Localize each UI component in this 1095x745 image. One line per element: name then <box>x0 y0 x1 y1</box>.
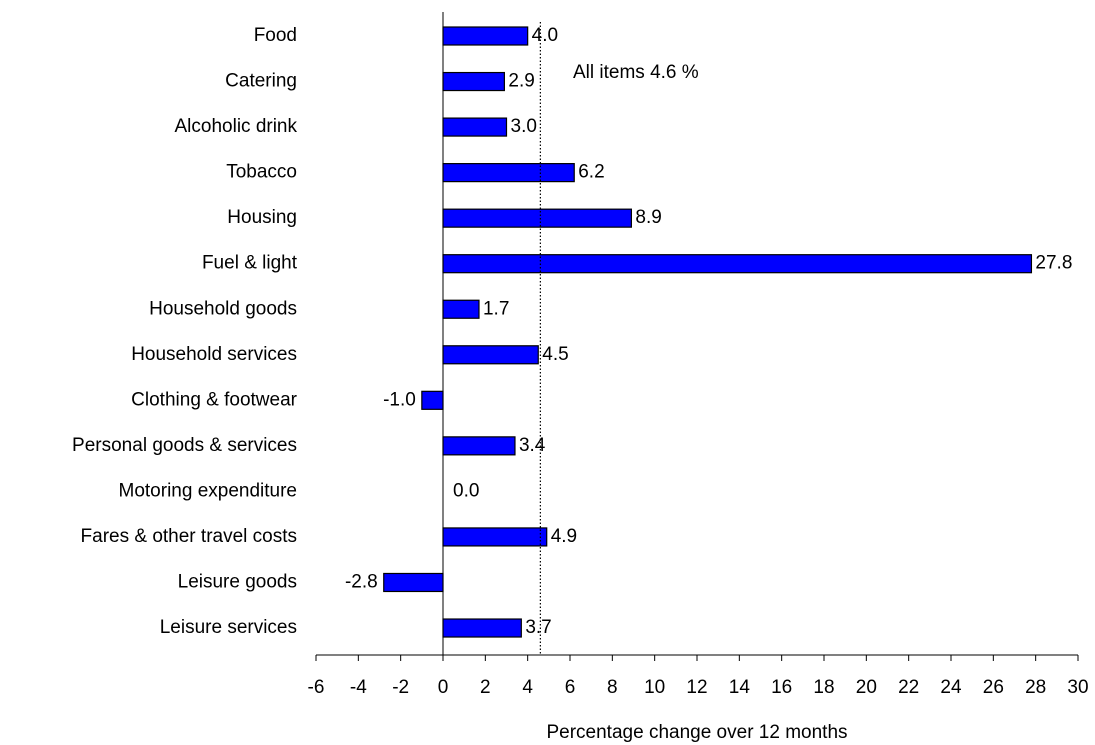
x-tick-label: 14 <box>729 677 751 698</box>
bar <box>442 71 505 92</box>
bar <box>442 345 539 365</box>
value-label: 3.0 <box>511 116 537 137</box>
x-tick-label: 10 <box>644 677 665 698</box>
x-tick-label: 16 <box>771 677 792 698</box>
x-tick-label: 20 <box>856 677 877 698</box>
x-tick-label: -4 <box>350 677 367 698</box>
y-tick-label: Tobacco <box>226 162 297 183</box>
x-tick-label: 12 <box>686 677 707 698</box>
x-tick-label: 26 <box>983 677 1004 698</box>
y-tick-label: Motoring expenditure <box>119 480 298 501</box>
x-tick-label: 6 <box>565 677 576 698</box>
bar <box>442 208 632 228</box>
y-tick-label: Fuel & light <box>202 253 298 274</box>
y-tick-label: Leisure goods <box>178 571 297 592</box>
x-tick-label: 30 <box>1067 677 1088 698</box>
value-label: -1.0 <box>383 389 416 410</box>
y-tick-label: Alcoholic drink <box>175 116 298 137</box>
value-label: 8.9 <box>635 207 661 228</box>
x-tick-label: -6 <box>308 677 325 698</box>
x-tick-label: 28 <box>1025 677 1046 698</box>
value-label: 0.0 <box>453 480 479 501</box>
bar <box>442 26 529 46</box>
value-label: 27.8 <box>1035 253 1072 274</box>
x-tick-label: 24 <box>940 677 962 698</box>
bar <box>442 299 480 319</box>
y-tick-label: Household goods <box>149 298 297 319</box>
y-tick-label: Clothing & footwear <box>131 389 297 410</box>
reference-label: All items 4.6 % <box>573 62 699 83</box>
y-tick-label: Personal goods & services <box>72 435 297 456</box>
x-tick-label: 22 <box>898 677 919 698</box>
y-tick-label: Housing <box>227 207 297 228</box>
y-tick-label: Household services <box>131 344 297 365</box>
y-tick-label: Catering <box>225 71 297 92</box>
bar <box>442 163 575 183</box>
bar <box>421 390 444 410</box>
value-label: 1.7 <box>483 298 509 319</box>
x-tick-label: 2 <box>480 677 491 698</box>
value-label: 3.7 <box>525 617 551 638</box>
value-label: 4.0 <box>532 25 558 46</box>
value-label: -2.8 <box>345 571 378 592</box>
bar <box>442 254 1033 274</box>
x-tick-label: 0 <box>438 677 449 698</box>
y-tick-label: Fares & other travel costs <box>81 526 297 547</box>
x-tick-label: 4 <box>522 677 533 698</box>
x-tick-label: 18 <box>813 677 834 698</box>
value-label: 3.4 <box>519 435 546 456</box>
value-label: 4.5 <box>542 344 568 365</box>
value-label: 2.9 <box>508 71 534 92</box>
bar <box>442 436 516 456</box>
x-tick-label: -2 <box>392 677 409 698</box>
bar <box>442 117 508 137</box>
value-label: 4.9 <box>551 526 577 547</box>
y-tick-label: Leisure services <box>160 617 297 638</box>
bar <box>383 572 444 593</box>
y-tick-label: Food <box>254 25 297 46</box>
x-axis-title: Percentage change over 12 months <box>546 722 847 743</box>
bar <box>442 527 548 547</box>
x-tick-label: 8 <box>607 677 618 698</box>
value-label: 6.2 <box>578 162 604 183</box>
bar <box>442 618 522 638</box>
